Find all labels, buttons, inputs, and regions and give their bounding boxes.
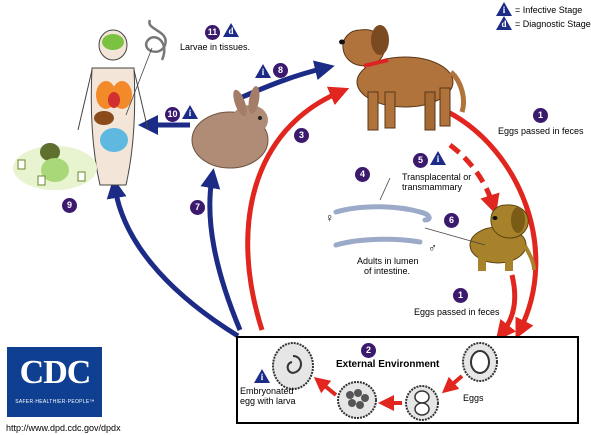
arrow-environment-to-dog [245, 86, 350, 331]
arrow-rabbit-to-dog [239, 60, 335, 101]
child-sandbox-illustration [13, 143, 97, 190]
step-11-badge: 11 [205, 25, 220, 40]
egg-unembryonated-front [462, 342, 498, 382]
cdc-logo-text: CDC [19, 354, 92, 391]
eggs-passed-feces-label-top: Eggs passed in feces [498, 126, 584, 136]
dog-illustration [339, 25, 467, 131]
transplacental-label-2: transmammary [402, 182, 463, 192]
step-4-badge: 4 [355, 167, 370, 182]
step-9-badge: 9 [62, 198, 77, 213]
legend-infective-icon: i [496, 2, 512, 16]
arrow-environment-to-rabbit [200, 168, 243, 331]
cdc-logo: CDC SAFER·HEALTHIER·PEOPLE™ [7, 347, 102, 417]
legend-infective-label: = Infective Stage [515, 5, 583, 15]
adults-lumen-label-1: Adults in lumen [357, 256, 419, 266]
infective-stage-icon-env: i [254, 369, 270, 383]
source-url: http://www.dpd.cdc.gov/dpdx [6, 423, 121, 433]
adult-worms [333, 177, 486, 248]
human-illustration [77, 29, 149, 186]
arrow-environment-to-human [106, 178, 240, 339]
step-1b-badge: 1 [453, 288, 468, 303]
female-symbol: ♀ [325, 211, 334, 225]
eggs-label: Eggs [463, 393, 484, 403]
cdc-logo-subtext: SAFER·HEALTHIER·PEOPLE™ [15, 399, 95, 405]
step-2-badge: 2 [361, 343, 376, 358]
step-5-badge: 5 [413, 153, 428, 168]
step-8-badge: 8 [273, 63, 288, 78]
adults-lumen-label-2: of intestine. [363, 266, 411, 276]
arrow-puppy-to-environment [495, 274, 518, 341]
egg-embryonated-larva-front [272, 342, 314, 390]
embryonated-label-2: egg with larva [240, 396, 296, 406]
embryonated-label-1: Embryonated [240, 386, 294, 396]
step-3-badge: 3 [294, 128, 309, 143]
arrow-dog-to-environment [446, 109, 539, 339]
step-10-badge: 10 [165, 107, 180, 122]
egg-two-cell-front [405, 385, 439, 421]
step-6-badge: 6 [444, 213, 459, 228]
external-environment-title: External Environment [336, 359, 440, 370]
larvae-coil [144, 19, 167, 61]
eggs-passed-feces-label-bottom: Eggs passed in feces [414, 307, 500, 317]
arrow-transplacental [448, 143, 500, 215]
legend-diagnostic-icon: d [496, 16, 512, 30]
infective-stage-icon-10: i [182, 105, 198, 119]
infective-stage-icon-8: i [255, 64, 271, 78]
step-7-badge: 7 [190, 200, 205, 215]
rabbit-illustration [191, 86, 269, 169]
transplacental-label-1: Transplacental or [402, 172, 472, 182]
egg-morula-front [337, 381, 377, 419]
step-1-badge: 1 [533, 108, 548, 123]
diagnostic-stage-icon: d [223, 23, 239, 37]
legend-diagnostic-label: = Diagnostic Stage [515, 19, 591, 29]
infective-stage-icon-5: i [430, 151, 446, 165]
larvae-in-tissues-label: Larvae in tissues. [180, 42, 251, 52]
male-symbol: ♂ [428, 241, 437, 255]
puppy-illustration [469, 204, 536, 271]
